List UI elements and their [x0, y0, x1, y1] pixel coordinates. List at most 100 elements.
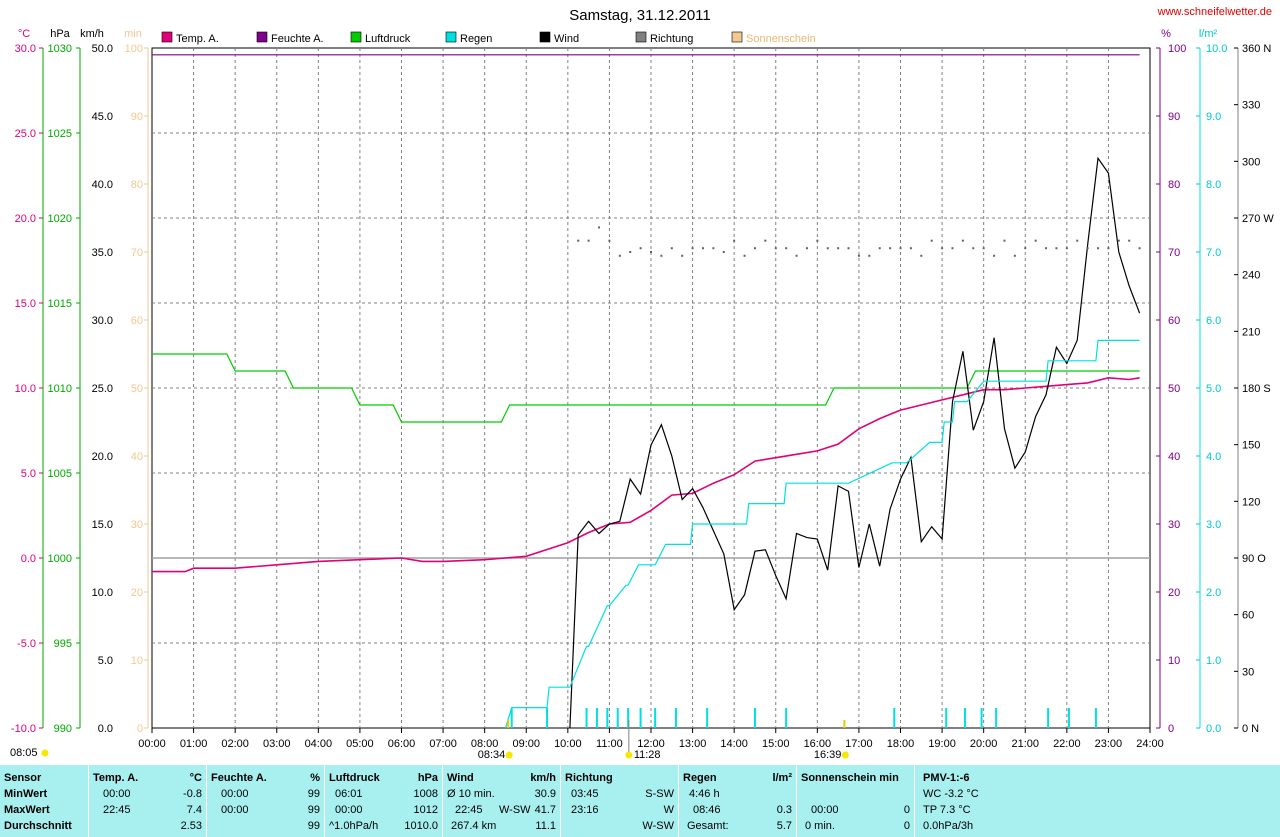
tick-wind_kmh-7: 35.0 [92, 247, 113, 259]
tick-rain_lm2-2: 2.0 [1206, 587, 1221, 599]
site-link[interactable]: www.schneifelwetter.de [1157, 6, 1272, 18]
stats-temp-max-time: 22:45 [103, 804, 131, 816]
x-tick-0: 00:00 [138, 738, 166, 750]
stats-luftdruck-min-time: 06:01 [335, 788, 363, 800]
direction-dot-48 [1076, 239, 1079, 242]
stats-sensor-head: Sensor [4, 772, 42, 784]
chart-legend: Temp. A. Feuchte A. Luftdruck Regen Wind Rich… [161, 31, 816, 45]
direction-dot-13 [712, 247, 715, 250]
stats-wind-max-dir: W-SW [499, 804, 531, 816]
tick-humidity_pct-1: 10 [1168, 655, 1180, 667]
direction-dot-8 [660, 254, 663, 257]
stats-sonne-total-label: 0 min. [805, 820, 835, 832]
tick-temp_c-4: 10.0 [15, 383, 36, 395]
tick-wind_kmh-9: 45.0 [92, 111, 113, 123]
chart-axes: -10.0 -5.0 0.0 5.0 10.0 15.0 20.0 25.0 30.0 990 99… [11, 43, 1274, 750]
tick-rain_lm2-8: 8.0 [1206, 179, 1221, 191]
direction-dot-38 [972, 247, 975, 250]
tick-wind_kmh-5: 25.0 [92, 383, 113, 395]
stats-temp-max-value: 7.4 [186, 804, 202, 816]
x-tick-19: 19:00 [928, 738, 956, 750]
stats-luftdruck-max-time: 00:00 [335, 804, 363, 816]
x-tick-10: 10:00 [554, 738, 582, 750]
direction-dot-37 [961, 239, 964, 242]
tick-wind_kmh-1: 5.0 [98, 655, 113, 667]
tick-sun_min-8: 80 [131, 179, 143, 191]
direction-dot-16 [743, 254, 746, 257]
tick-sun_min-0: 0 [137, 723, 143, 735]
statistics-panel: Sensor MinWert MaxWert Durchschnitt Temp… [0, 765, 1280, 837]
series-line-tempa [152, 376, 1140, 573]
legend-label-4: Wind [554, 33, 579, 45]
x-tick-9: 09:00 [512, 738, 540, 750]
tick-sun_min-1: 10 [131, 655, 143, 667]
x-tick-11: 11:00 [596, 738, 623, 750]
direction-dot-51 [1107, 247, 1110, 250]
x-tick-5: 05:00 [346, 738, 374, 750]
x-tick-22: 22:00 [1053, 738, 1081, 750]
tick-rain_lm2-5: 5.0 [1206, 383, 1221, 395]
direction-dot-3 [608, 239, 611, 242]
direction-dot-30 [889, 247, 892, 250]
tick-sun_min-7: 70 [131, 247, 143, 259]
stats-temp-head: Temp. A. [93, 772, 139, 784]
tick-sun_min-10: 100 [125, 43, 143, 55]
stats-feuchte-head: Feuchte A. [211, 772, 267, 784]
tick-wind_kmh-3: 15.0 [92, 519, 113, 531]
legend-swatch-4 [539, 31, 551, 43]
tick-direction_deg-8: 240 [1242, 270, 1260, 282]
unit-temp: °C [18, 28, 30, 40]
corner-sun-icon [41, 749, 49, 757]
weather-chart: Samstag, 31.12.2011 www.schneifelwetter.… [10, 6, 1274, 761]
direction-dot-5 [629, 251, 632, 253]
stats-sonne-total-value: 0 [903, 820, 910, 832]
direction-dot-44 [1034, 239, 1037, 242]
legend-label-3: Regen [460, 33, 492, 45]
direction-dot-42 [1013, 254, 1016, 257]
direction-dot-12 [701, 247, 704, 250]
tick-direction_deg-0: 0 N [1242, 723, 1259, 735]
sunset-label: 16:39 [814, 749, 842, 761]
direction-dot-17 [753, 247, 756, 250]
tick-pressure_hpa-4: 1010 [48, 383, 72, 395]
direction-dot-50 [1097, 247, 1100, 250]
tick-temp_c-3: 5.0 [21, 468, 36, 480]
right-unit-labels: % l/m² [1161, 28, 1217, 40]
stats-sonne-head: Sonnenschein min [801, 772, 899, 784]
direction-dot-54 [1138, 247, 1141, 250]
sunrise-sun-icon [505, 751, 513, 759]
tick-pressure_hpa-6: 1020 [48, 213, 72, 225]
stats-regen-total-label: Gesamt: [687, 820, 729, 832]
tick-temp_c-2: 0.0 [21, 553, 36, 565]
x-tick-6: 06:00 [388, 738, 416, 750]
legend-label-5: Richtung [650, 33, 693, 45]
tick-wind_kmh-10: 50.0 [92, 43, 113, 55]
tick-direction_deg-2: 60 [1242, 610, 1254, 622]
direction-dot-20 [785, 247, 788, 250]
stats-feuchte-unit: % [310, 772, 320, 784]
direction-dot-18 [764, 239, 767, 242]
direction-dot-53 [1128, 239, 1131, 242]
direction-dot-0 [577, 239, 580, 242]
stats-wind-min-label: Ø 10 min. [447, 788, 495, 800]
direction-dot-32 [909, 247, 912, 250]
stats-col-sonne: Sonnenschein min 00:00 0 0 min. 0 [796, 765, 914, 837]
direction-dot-39 [982, 247, 985, 250]
tick-pressure_hpa-0: 990 [54, 723, 72, 735]
stats-row-label-avg: Durchschnitt [4, 820, 72, 832]
direction-dot-26 [847, 247, 850, 250]
tick-humidity_pct-6: 60 [1168, 315, 1180, 327]
direction-dot-24 [826, 247, 829, 250]
stats-luftdruck-min-value: 1008 [413, 788, 438, 800]
direction-dot-10 [681, 254, 684, 257]
stats-row-label-max: MaxWert [4, 804, 50, 816]
unit-humidity: % [1161, 28, 1171, 40]
tick-pressure_hpa-5: 1015 [48, 298, 72, 310]
legend-swatch-3 [445, 31, 457, 43]
tick-wind_kmh-8: 40.0 [92, 179, 113, 191]
direction-dot-47 [1065, 247, 1068, 250]
stats-wind-max-time: 22:45 [455, 804, 483, 816]
direction-dot-43 [1024, 247, 1027, 250]
legend-swatch-6 [731, 31, 743, 43]
tick-direction_deg-11: 330 [1242, 100, 1260, 112]
